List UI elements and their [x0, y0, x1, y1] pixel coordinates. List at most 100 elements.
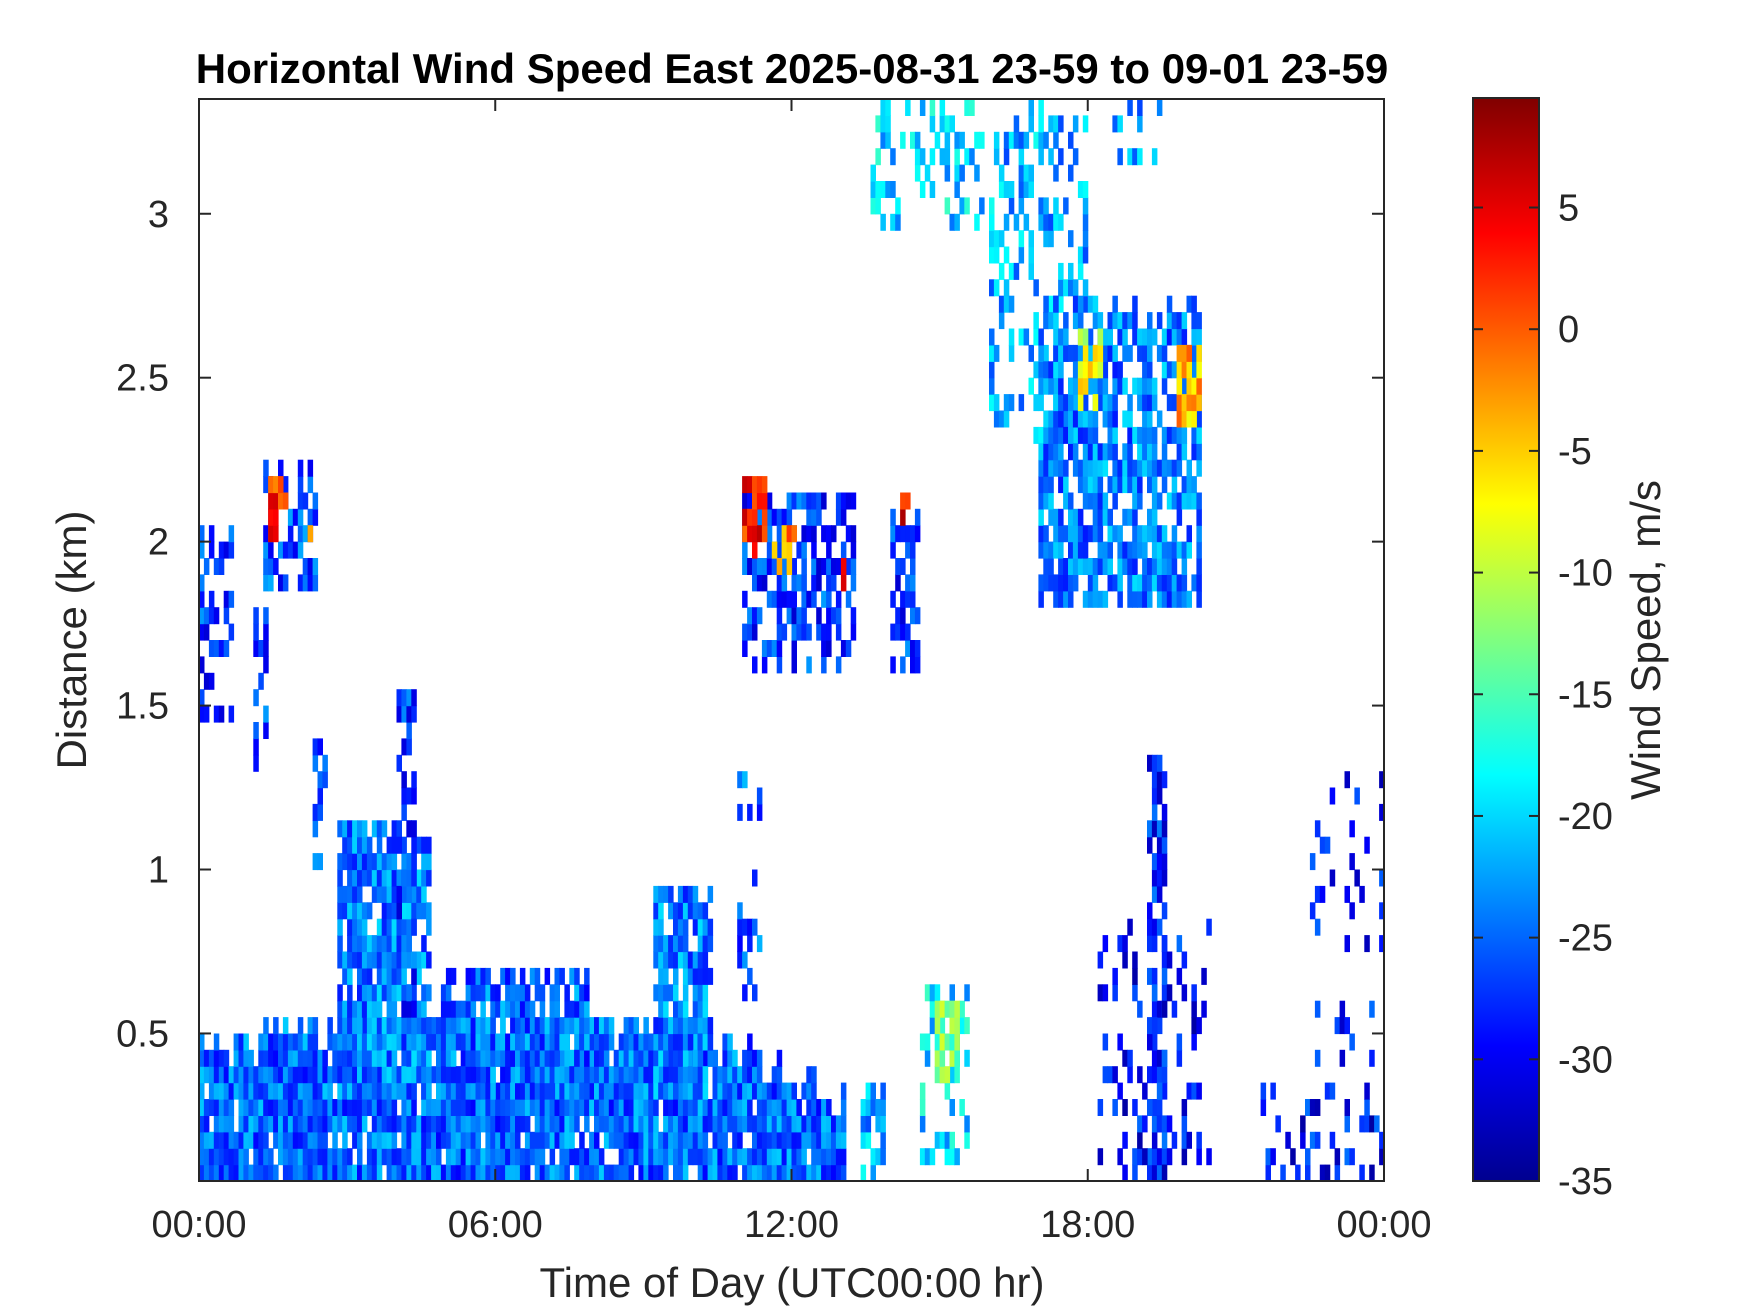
heatmap-cell [440, 1131, 447, 1149]
heatmap-cell [1023, 328, 1030, 346]
heatmap-cell [253, 640, 259, 657]
heatmap-cell [1142, 1148, 1148, 1166]
heatmap-cell [1186, 476, 1192, 494]
heatmap-cell [791, 607, 797, 625]
heatmap-cell [347, 1099, 353, 1116]
heatmap-cell [361, 820, 368, 838]
heatmap-cell [959, 164, 965, 182]
heatmap-cell [213, 1115, 220, 1133]
heatmap-cell [658, 1164, 664, 1181]
heatmap-cell [1166, 295, 1173, 313]
heatmap-cell [964, 197, 970, 215]
heatmap-cell [1147, 558, 1153, 575]
heatmap-cell [1087, 328, 1094, 346]
heatmap-cell [598, 1115, 605, 1133]
heatmap-cell [831, 1131, 837, 1149]
heatmap-cell [534, 1017, 541, 1035]
heatmap-cell [786, 1131, 793, 1149]
heatmap-cell [905, 525, 911, 543]
heatmap-cell [1137, 426, 1143, 444]
heatmap-cell [697, 918, 704, 936]
heatmap-cell [1112, 295, 1118, 313]
heatmap-cell [1275, 1115, 1281, 1133]
heatmap-cell [347, 935, 353, 953]
heatmap-cell [697, 1066, 704, 1084]
heatmap-cell [766, 492, 773, 510]
heatmap-cell [776, 640, 783, 657]
heatmap-cell [673, 984, 679, 1002]
heatmap-cell [875, 1148, 881, 1166]
heatmap-cell [549, 1131, 556, 1149]
heatmap-cell [608, 1017, 615, 1035]
heatmap-cell [396, 951, 402, 969]
heatmap-cell [1151, 1033, 1158, 1051]
heatmap-cell [1186, 1131, 1192, 1149]
heatmap-cell [1132, 590, 1138, 608]
heatmap-cell [732, 1066, 738, 1084]
x-axis: 00:00 06:00 12:00 18:00 00:00 [151, 99, 1432, 1246]
heatmap-cell [1038, 361, 1044, 379]
heatmap-cell [875, 197, 881, 215]
heatmap-cell [1107, 426, 1113, 444]
heatmap-cell [431, 1115, 437, 1133]
heatmap-cell [756, 935, 763, 953]
heatmap-cell [594, 1099, 600, 1116]
heatmap-cell [875, 148, 881, 166]
heatmap-cell [371, 1164, 378, 1181]
heatmap-cell [554, 1017, 560, 1035]
heatmap-cell [702, 1017, 709, 1035]
heatmap-cell [426, 1099, 432, 1116]
heatmap-cell [1102, 459, 1109, 477]
heatmap-cell [682, 1164, 689, 1181]
heatmap-cell [697, 935, 704, 953]
heatmap-cell [1339, 1017, 1346, 1035]
heatmap-cell [391, 820, 398, 838]
heatmap-cell [1097, 476, 1104, 494]
heatmap-cell [391, 1066, 398, 1084]
heatmap-cell [752, 1082, 758, 1100]
heatmap-cell [347, 1033, 353, 1051]
heatmap-cell [519, 984, 526, 1002]
heatmap-cell [1314, 918, 1321, 936]
heatmap-cell [549, 1115, 556, 1133]
heatmap-cell [1082, 115, 1089, 133]
heatmap-cell [717, 1164, 723, 1181]
heatmap-cell [826, 623, 832, 641]
heatmap-cell [357, 885, 363, 903]
heatmap-cell [465, 1082, 472, 1100]
heatmap-cell [381, 869, 388, 887]
heatmap-cell [919, 181, 926, 198]
heatmap-cell [559, 1066, 565, 1084]
heatmap-cell [1063, 344, 1069, 362]
heatmap-cell [416, 1000, 422, 1018]
heatmap-cell [1087, 426, 1094, 444]
heatmap-cell [1127, 508, 1133, 526]
heatmap-cell [584, 1017, 590, 1035]
heatmap-cell [282, 1131, 289, 1149]
heatmap-cell-hotspot [791, 525, 797, 543]
heatmap-cell [411, 1017, 417, 1035]
heatmap-cell [559, 967, 565, 985]
heatmap-cell [396, 705, 402, 723]
heatmap-cell-hotspot [752, 492, 758, 510]
heatmap-cell [1053, 394, 1059, 412]
heatmap-cell [766, 1099, 773, 1116]
heatmap-cell [1122, 344, 1128, 362]
heatmap-cell [1151, 918, 1158, 936]
heatmap-cell [742, 984, 748, 1002]
heatmap-cell [391, 1082, 398, 1100]
heatmap-cell [411, 820, 417, 838]
heatmap-cell [312, 492, 319, 510]
heatmap-cell [742, 1049, 748, 1067]
heatmap-cell-hotspot [756, 492, 763, 510]
heatmap-cell [297, 541, 304, 559]
heatmap-cell [1171, 394, 1178, 412]
heatmap-cell [337, 1164, 343, 1181]
heatmap-cell [371, 1000, 378, 1018]
heatmap-cell [1013, 213, 1020, 231]
heatmap-cell [1072, 312, 1079, 330]
heatmap-cell [347, 902, 353, 920]
heatmap-cell [1077, 344, 1084, 362]
heatmap-cell [653, 1115, 659, 1133]
heatmap-cell [1092, 459, 1099, 477]
